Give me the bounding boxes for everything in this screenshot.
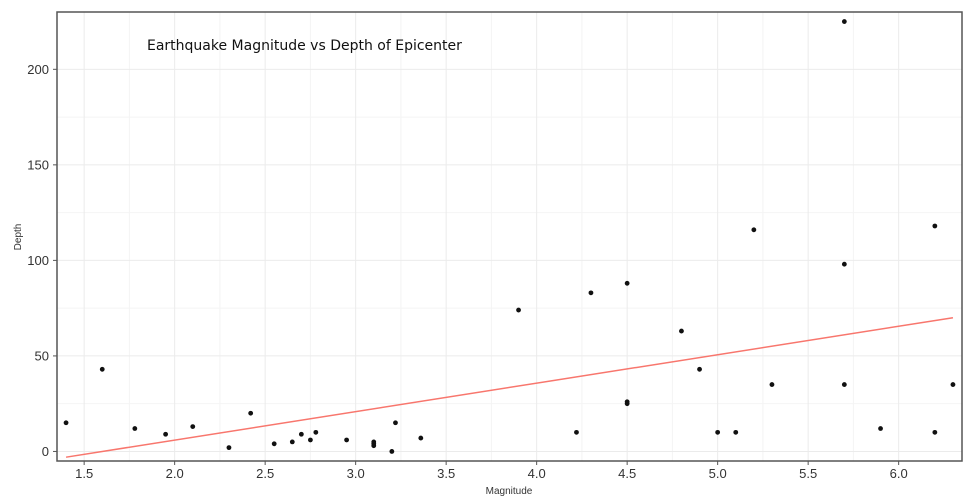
data-point bbox=[878, 426, 883, 431]
data-point bbox=[588, 290, 594, 296]
data-point bbox=[163, 431, 169, 437]
y-tick-label: 100 bbox=[27, 253, 49, 268]
data-point bbox=[271, 441, 277, 447]
data-point bbox=[841, 19, 847, 24]
data-point bbox=[574, 429, 579, 435]
x-tick-label: 3.5 bbox=[437, 466, 455, 481]
data-point bbox=[298, 431, 304, 437]
data-point bbox=[393, 420, 398, 426]
y-tick-label: 200 bbox=[27, 62, 49, 77]
data-point bbox=[715, 429, 721, 435]
data-point bbox=[841, 261, 847, 267]
x-tick-label: 5.0 bbox=[709, 466, 727, 481]
plot-frame bbox=[56, 11, 963, 462]
y-axis-title: Depth bbox=[13, 224, 24, 251]
y-tick-label: 0 bbox=[42, 444, 49, 459]
x-tick-label: 3.0 bbox=[347, 466, 365, 481]
x-axis-title: Magnitude bbox=[486, 486, 533, 497]
data-point bbox=[132, 426, 138, 431]
data-point bbox=[248, 410, 254, 416]
data-point bbox=[389, 449, 395, 454]
y-tick-label: 150 bbox=[27, 157, 49, 172]
data-point bbox=[289, 439, 295, 445]
data-point bbox=[624, 401, 630, 407]
data-point bbox=[516, 307, 521, 313]
data-point bbox=[679, 328, 684, 334]
x-tick-label: 6.0 bbox=[890, 466, 908, 481]
data-point bbox=[99, 366, 105, 372]
data-point bbox=[226, 445, 232, 451]
data-point bbox=[190, 424, 196, 430]
x-tick-label: 4.5 bbox=[618, 466, 636, 481]
data-point bbox=[751, 227, 757, 233]
data-point bbox=[344, 437, 349, 443]
data-point bbox=[624, 280, 630, 286]
data-point bbox=[733, 429, 739, 435]
x-tick-labels: 1.5 2.0 2.5 3.0 3.5 4.0 4.5 5.0 5.5 6.0 bbox=[75, 466, 908, 481]
grid-lines bbox=[57, 12, 962, 461]
data-point bbox=[932, 429, 938, 435]
x-tick-label: 1.5 bbox=[75, 466, 93, 481]
data-point bbox=[313, 429, 319, 435]
y-tick-label: 50 bbox=[35, 348, 49, 363]
x-tick-label: 2.5 bbox=[256, 466, 274, 481]
data-point bbox=[371, 439, 377, 445]
y-tick-labels: 0 50 100 150 200 bbox=[27, 62, 49, 459]
trendline bbox=[65, 316, 954, 458]
data-point bbox=[932, 223, 938, 229]
data-point bbox=[841, 382, 847, 387]
data-point bbox=[697, 366, 702, 372]
data-points bbox=[63, 19, 956, 454]
data-point bbox=[371, 443, 377, 449]
data-point bbox=[950, 382, 956, 387]
data-point bbox=[63, 420, 69, 426]
data-point bbox=[769, 382, 775, 387]
chart-title: Earthquake Magnitude vs Depth of Epicent… bbox=[147, 38, 462, 54]
x-tick-label: 2.0 bbox=[166, 466, 184, 481]
x-tick-label: 5.5 bbox=[799, 466, 817, 481]
x-tick-label: 4.0 bbox=[528, 466, 546, 481]
data-point bbox=[418, 435, 424, 441]
data-point bbox=[308, 437, 313, 443]
axis-ticks bbox=[53, 68, 900, 465]
